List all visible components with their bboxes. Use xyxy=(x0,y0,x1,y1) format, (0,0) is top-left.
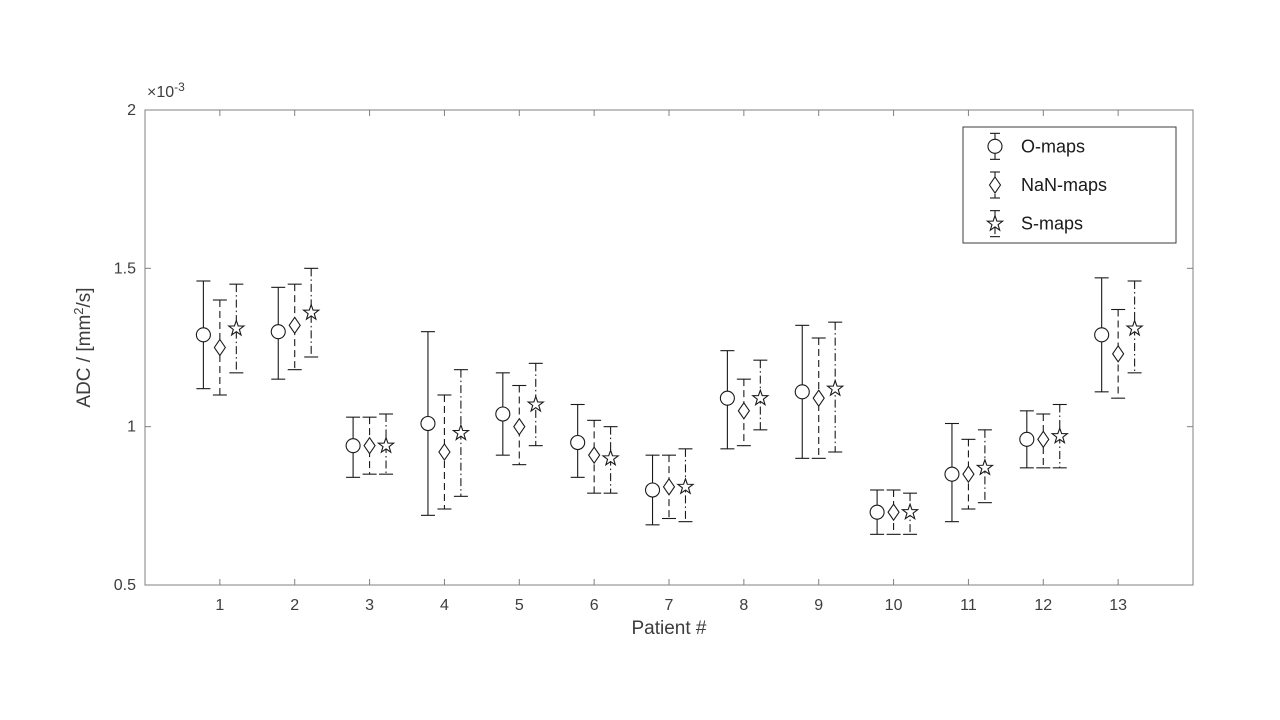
x-axis-tick-label: 5 xyxy=(515,597,524,614)
star-marker xyxy=(975,458,995,476)
x-axis-tick-label: 13 xyxy=(1109,597,1127,614)
diamond-marker xyxy=(737,401,751,420)
diamond-marker xyxy=(962,465,975,484)
x-axis-tick-label: 1 xyxy=(215,597,224,614)
star-marker xyxy=(751,388,770,406)
y-axis-label: ADC / [mm2/s] xyxy=(71,287,95,407)
star-marker xyxy=(301,302,321,321)
series-o-maps xyxy=(195,277,1110,535)
circle-marker xyxy=(270,324,286,340)
diamond-marker xyxy=(887,503,900,522)
legend-item-nan-maps: NaN-maps xyxy=(988,171,1107,199)
legend-item-o-maps: O-maps xyxy=(987,132,1085,160)
star-marker xyxy=(227,318,246,337)
diamond-marker xyxy=(363,436,376,455)
legend-label: O-maps xyxy=(1021,136,1085,156)
x-axis-tick-label: 9 xyxy=(814,597,823,614)
star-marker xyxy=(451,423,471,441)
circle-marker xyxy=(794,384,810,400)
star-marker xyxy=(1050,426,1069,444)
circle-marker xyxy=(944,466,960,482)
circle-marker xyxy=(1019,431,1035,447)
diamond-marker xyxy=(288,316,301,335)
legend-label: S-maps xyxy=(1021,214,1083,234)
x-axis-tick-label: 3 xyxy=(365,597,374,614)
circle-marker xyxy=(495,406,511,422)
legend-label: NaN-maps xyxy=(1021,175,1107,195)
diamond-marker xyxy=(587,446,601,465)
legend-item-s-maps: S-maps xyxy=(985,210,1083,238)
circle-marker xyxy=(1094,327,1110,343)
star-marker xyxy=(1125,318,1144,337)
star-marker xyxy=(526,394,545,413)
circle-marker xyxy=(987,138,1003,154)
y-axis-exponent-label: ×10-3 xyxy=(147,80,185,101)
circle-marker xyxy=(345,438,361,454)
series-nan-maps xyxy=(212,283,1126,535)
legend: O-maps NaN-maps S-maps xyxy=(962,126,1177,244)
x-axis-tick-label: 7 xyxy=(665,597,674,614)
circle-marker xyxy=(644,482,661,498)
diamond-marker xyxy=(1037,430,1050,449)
x-axis-tick-label: 12 xyxy=(1034,597,1052,614)
circle-marker xyxy=(195,327,211,343)
star-marker xyxy=(676,477,695,495)
x-axis-tick-label: 8 xyxy=(739,597,748,614)
star-marker xyxy=(601,448,620,467)
diamond-marker xyxy=(438,443,451,461)
circle-marker xyxy=(570,434,586,451)
y-axis-tick-label: 2 xyxy=(127,102,136,119)
x-axis-tick-label: 6 xyxy=(590,597,599,614)
y-axis-tick-label: 0.5 xyxy=(114,577,136,594)
diamond-marker xyxy=(812,389,825,408)
y-axis-tick-label: 1 xyxy=(127,419,136,436)
star-marker xyxy=(825,378,845,397)
x-axis-tick-label: 2 xyxy=(290,597,299,614)
diamond-marker xyxy=(988,176,1002,194)
x-axis-label: Patient # xyxy=(632,618,707,639)
series-s-maps xyxy=(227,267,1144,535)
x-axis-tick-label: 4 xyxy=(440,597,449,614)
star-marker xyxy=(985,213,1005,232)
diamond-marker xyxy=(513,417,526,436)
circle-marker xyxy=(420,415,436,432)
star-marker xyxy=(376,435,396,454)
y-axis-tick-label: 1.5 xyxy=(114,260,136,277)
x-axis-tick-label: 10 xyxy=(885,597,903,614)
diamond-marker xyxy=(213,338,227,357)
star-marker xyxy=(900,502,920,520)
x-axis-tick-label: 11 xyxy=(960,597,977,614)
diamond-marker xyxy=(1111,344,1125,363)
circle-marker xyxy=(719,390,735,406)
diamond-marker xyxy=(662,477,676,496)
circle-marker xyxy=(869,504,885,520)
